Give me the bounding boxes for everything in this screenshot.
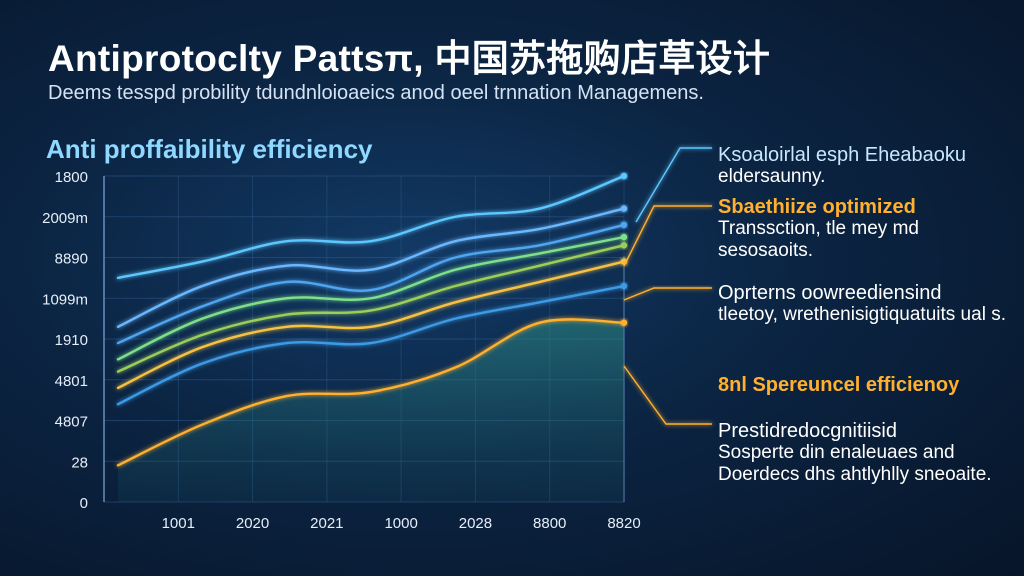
page-title: Antiprotoclty Pattsπ, 中国苏拖购店草设计 [48,38,771,79]
y-tick-label: 0 [80,495,88,512]
y-tick-label: 4807 [55,414,88,431]
y-tick-label: 1910 [55,332,88,349]
series-line-5 [116,244,626,373]
series-line-6 [116,260,626,390]
series-line-3 [116,223,626,345]
annotation-5-heading: Prestidredocgnitiisid [718,420,897,442]
annotation-connectors [623,147,712,425]
series-line-8 [116,318,626,467]
series-line-1 [116,174,626,280]
annotation-4-heading: 8nl Spereuncel efficienoy [718,374,960,396]
series-end-point-5 [620,242,628,249]
annotation-2-body: Transsction, tle mey md sesosaoits. [718,218,919,261]
x-tick-label: 2028 [459,515,492,532]
x-tick-label: 8800 [533,515,566,532]
series-end-point-4 [620,233,628,241]
x-axis: 1001 2020 2021 1000 2028 8800 8820 [162,515,641,532]
annotation-2-heading: Sbaethiize optimized [718,196,916,218]
y-tick-label: 8890 [55,251,88,268]
page-subtitle: Deems tesspd probility tdundnloioaeics a… [48,82,704,104]
y-axis: 0 28 4807 4801 1910 1099m 8890 2009m 1800 [42,169,88,512]
annotation-4: 8nl Spereuncel efficienoy [718,374,1008,396]
y-tick-label: 2009m [42,210,88,227]
y-tick-label: 1099m [42,291,88,308]
series-line-7 [116,284,626,406]
x-tick-label: 1000 [384,515,417,532]
annotation-connector-2 [623,205,712,267]
y-tick-label: 28 [71,454,88,471]
annotation-5: Prestidredocgnitiisid Sosperte din enale… [718,420,1008,486]
annotation-5-body: Sosperte din enaleuaes and Doerdecs dhs … [718,442,992,485]
x-tick-label: 8820 [607,515,640,532]
series-end-point-8 [620,319,628,326]
series-end-point-2 [620,205,628,212]
x-tick-label: 2021 [310,515,343,532]
series-end-point-7 [620,282,628,290]
annotation-1-body: eldersaunny. [718,166,826,187]
annotation-3: Oprterns oowreediensind tleetoy, wrethen… [718,282,1008,326]
annotation-connector-5 [623,365,712,425]
annotation-3-body: tleetoy, wrethenisigtiquatuits ual s. [718,304,1006,325]
y-tick-label: 4801 [55,373,88,390]
series-end-point-1 [620,172,628,180]
annotation-1-heading: Ksoaloirlal esph Eheabaoku [718,144,966,166]
annotation-connector-3 [623,287,712,301]
x-tick-label: 2020 [236,515,269,532]
x-tick-label: 1001 [162,515,195,532]
series-end-point-3 [620,221,628,229]
chart-title: Anti proffaibility efficiency [46,134,373,164]
series-group [116,172,628,467]
y-tick-label: 1800 [55,169,88,186]
series-line-4 [116,235,626,361]
annotation-2: Sbaethiize optimized Transsction, tle me… [718,196,1008,262]
annotation-1: Ksoaloirlal esph Eheabaoku eldersaunny. [718,144,1008,188]
annotation-connector-1 [635,147,712,223]
annotation-3-heading: Oprterns oowreediensind [718,282,942,304]
series-line-2 [116,207,626,328]
area-fill [118,319,624,502]
